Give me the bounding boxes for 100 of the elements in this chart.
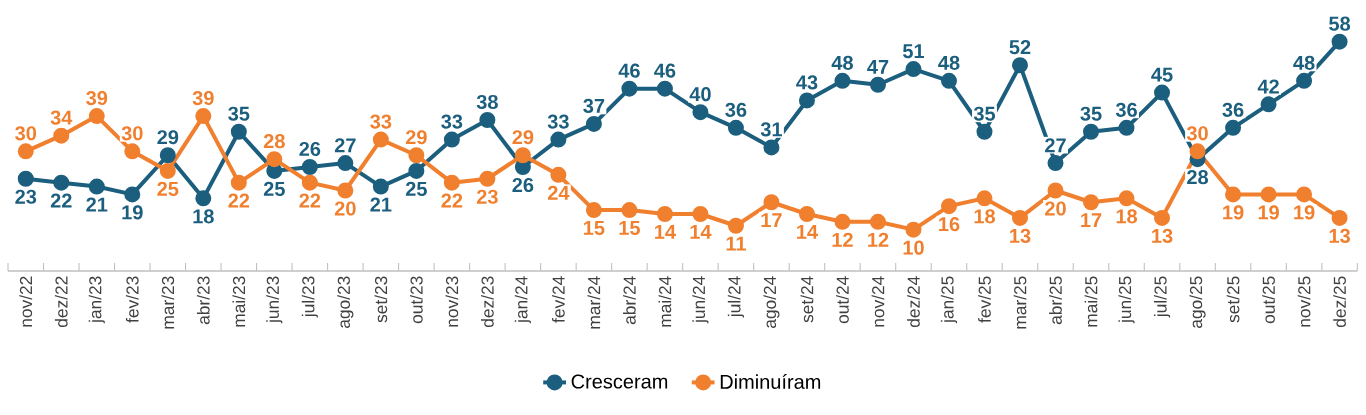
point xyxy=(514,159,531,175)
data-label: 48 xyxy=(938,55,960,70)
x-tick-label: fev/23 xyxy=(125,276,139,323)
point xyxy=(692,205,709,222)
data-label: 18 xyxy=(974,209,995,224)
data-label: 22 xyxy=(441,193,463,208)
point xyxy=(869,76,886,93)
point xyxy=(834,72,851,89)
point xyxy=(976,190,993,207)
point xyxy=(408,147,425,164)
data-label: 22 xyxy=(299,193,321,208)
point xyxy=(479,170,496,187)
data-label: 12 xyxy=(832,232,853,247)
data-label: 51 xyxy=(902,44,925,59)
point xyxy=(1189,143,1206,160)
x-tick-label: set/23 xyxy=(374,276,388,323)
data-label: 26 xyxy=(512,177,534,193)
data-label: 20 xyxy=(334,201,356,216)
x-tick-label: ago/25 xyxy=(1189,276,1206,328)
data-label: 12 xyxy=(868,232,889,247)
data-label: 36 xyxy=(1222,102,1244,117)
data-label: 29 xyxy=(157,130,179,145)
point xyxy=(1260,96,1277,113)
point xyxy=(88,108,105,125)
point xyxy=(656,205,673,222)
x-tick-label: nov/22 xyxy=(19,276,33,327)
x-tick-label: fev/24 xyxy=(552,276,565,323)
point xyxy=(124,143,141,160)
data-label: 35 xyxy=(228,106,250,121)
data-label: 33 xyxy=(547,114,569,129)
data-label: 25 xyxy=(263,181,285,196)
x-tick-label: abr/24 xyxy=(623,276,636,325)
data-label: 15 xyxy=(584,221,605,235)
point xyxy=(834,213,851,230)
x-tick-label: dez/25 xyxy=(1333,276,1346,328)
data-label: 42 xyxy=(1257,79,1279,94)
data-label: 46 xyxy=(654,63,676,78)
x-tick-label: dez/24 xyxy=(907,276,920,328)
data-label: 31 xyxy=(760,122,782,137)
point xyxy=(230,174,247,191)
data-label: 24 xyxy=(547,185,570,200)
x-tick-label: dez/22 xyxy=(54,276,68,328)
x-tick-label: nov/23 xyxy=(445,276,459,327)
point xyxy=(727,119,744,136)
point xyxy=(976,123,993,140)
x-tick-label: jan/25 xyxy=(940,276,958,324)
legend-label: Diminuíram xyxy=(720,374,821,389)
x-tick-label: jun/23 xyxy=(266,276,283,324)
x-tick-label: mai/24 xyxy=(658,276,672,327)
point xyxy=(301,174,318,191)
data-label: 20 xyxy=(1045,201,1066,216)
x-tick-label: jun/25 xyxy=(1118,276,1135,324)
point xyxy=(1012,209,1028,226)
x-tick-label: mai/25 xyxy=(1084,276,1098,327)
point xyxy=(17,143,34,160)
data-label: 14 xyxy=(797,224,818,239)
point xyxy=(869,213,886,230)
point xyxy=(372,131,389,148)
x-tick-label: jan/23 xyxy=(88,276,105,324)
point xyxy=(1331,33,1348,50)
x-tick-label: mai/23 xyxy=(232,276,246,327)
point xyxy=(1331,209,1348,226)
x-tick-label: ago/23 xyxy=(337,276,354,328)
data-label: 29 xyxy=(405,130,427,145)
x-tick-label: ago/24 xyxy=(763,276,780,328)
point xyxy=(1225,119,1242,136)
point xyxy=(1012,57,1028,74)
x-tick-label: out/25 xyxy=(1262,276,1275,324)
x-tick-label: dez/23 xyxy=(481,276,494,328)
data-label: 27 xyxy=(334,138,356,153)
x-tick-label: out/23 xyxy=(409,276,423,324)
data-label: 33 xyxy=(370,114,392,129)
x-tick-label: fev/25 xyxy=(978,276,991,323)
data-label: 52 xyxy=(1009,40,1031,55)
data-label: 33 xyxy=(441,114,463,129)
point xyxy=(1083,123,1100,140)
data-label: 34 xyxy=(50,110,73,125)
point xyxy=(585,115,602,132)
point xyxy=(195,190,212,207)
data-label: 22 xyxy=(50,193,72,208)
data-label: 26 xyxy=(299,141,321,157)
point xyxy=(266,151,283,168)
x-tick-label: jun/24 xyxy=(692,276,709,324)
x-tick-label: abr/25 xyxy=(1049,276,1062,325)
point xyxy=(621,202,638,219)
point xyxy=(1083,194,1100,211)
point xyxy=(1154,84,1171,101)
point xyxy=(798,92,815,109)
data-label: 15 xyxy=(619,221,640,235)
x-tick-label: nov/24 xyxy=(871,276,885,327)
data-label: 38 xyxy=(476,94,498,110)
point xyxy=(550,166,567,183)
point xyxy=(1118,119,1135,136)
point xyxy=(1118,190,1135,207)
point xyxy=(940,198,957,215)
point xyxy=(798,205,815,222)
data-label: 10 xyxy=(903,240,924,255)
data-label: 23 xyxy=(15,189,37,204)
data-label: 21 xyxy=(86,197,108,212)
data-label: 14 xyxy=(690,224,712,239)
